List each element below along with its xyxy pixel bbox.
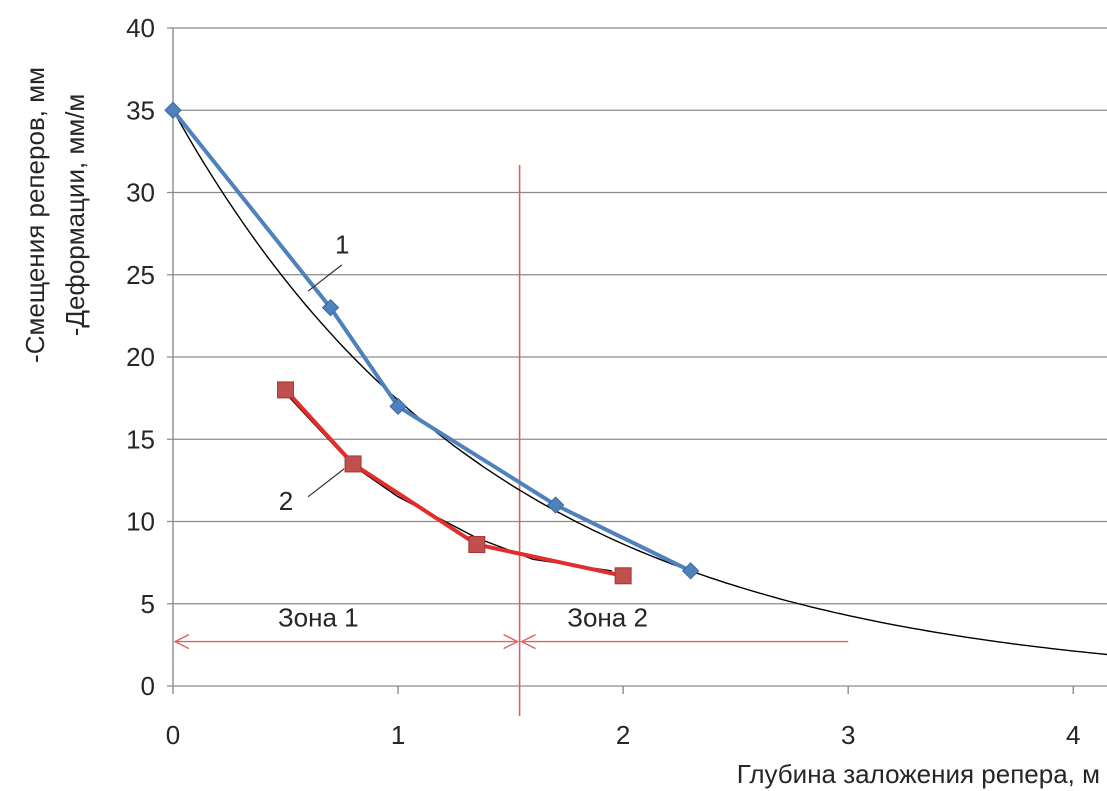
zone-annotations: Зона 1 Зона 2 (173, 165, 849, 716)
y-tick-label: 10 (126, 507, 155, 537)
curve-label-1-leader (307, 264, 343, 292)
curve-label-2-leader (307, 468, 345, 498)
x-tick-label: 0 (166, 720, 180, 750)
zone2-arrowhead-left (520, 633, 536, 650)
series-1-point (389, 397, 407, 416)
y-tick-labels: 0 5 10 15 20 25 30 35 40 (126, 13, 155, 701)
series-2-line (284, 388, 624, 578)
series-1-point (546, 496, 565, 514)
zone1-arrowhead-left (173, 633, 190, 650)
x-axis-title: Глубина заложения репера, м (737, 759, 1100, 789)
y-tick-label: 20 (126, 342, 155, 372)
x-tick-label: 3 (841, 720, 855, 750)
y-axis-title-line2: -Деформации, мм/м (60, 94, 90, 337)
series-1-point (321, 298, 340, 317)
y-tick-label: 35 (126, 95, 155, 125)
trendline-series-2 (284, 392, 613, 572)
series-1-point (681, 562, 700, 580)
y-tick-label: 0 (141, 671, 155, 701)
zone1-arrowhead-right (503, 633, 520, 650)
x-tick-labels: 0 1 2 3 4 (166, 720, 1081, 750)
y-axis-title-line1: -Смещения реперов, мм (20, 67, 50, 363)
x-tick-label: 1 (391, 720, 405, 750)
series-2-point (468, 536, 486, 554)
series-2-point (277, 381, 295, 399)
y-tick-label: 40 (126, 13, 155, 43)
y-tick-label: 30 (126, 178, 155, 208)
data-series (164, 101, 700, 585)
axes (172, 28, 1074, 694)
series-2-point (614, 567, 632, 585)
series-1-line (171, 109, 692, 573)
curve-labels: 12 (279, 229, 350, 516)
curve-label-2: 2 (279, 486, 293, 516)
grid-lines (167, 27, 1107, 687)
zone1-label: Зона 1 (278, 603, 359, 633)
x-tick-label: 4 (1066, 720, 1080, 750)
y-tick-label: 15 (126, 424, 155, 454)
y-tick-label: 5 (141, 589, 155, 619)
x-tick-label: 2 (616, 720, 630, 750)
zone2-label: Зона 2 (567, 603, 648, 633)
series-1-point (164, 101, 182, 119)
y-tick-label: 25 (126, 260, 155, 290)
curve-label-1: 1 (335, 229, 349, 259)
series-2-point (344, 455, 362, 473)
trendline-series-1 (172, 109, 1107, 656)
